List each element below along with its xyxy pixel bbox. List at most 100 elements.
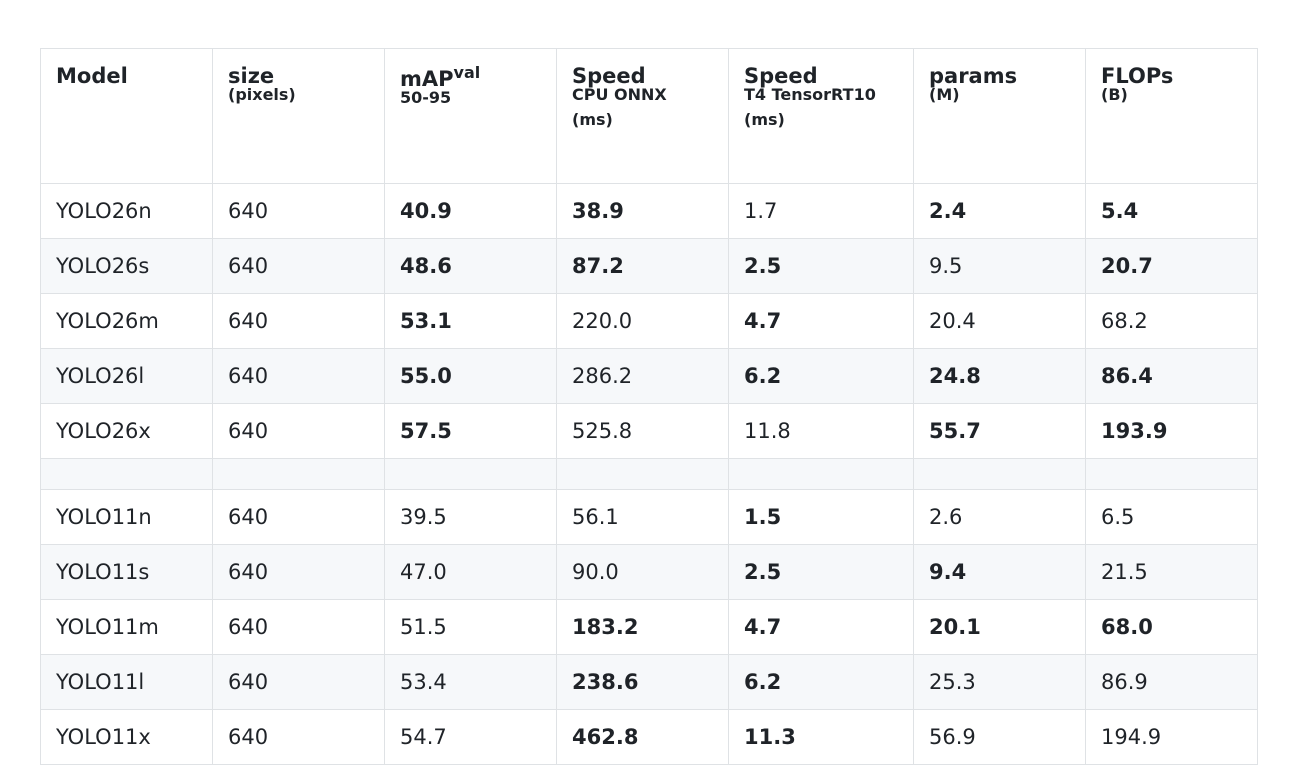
value-cell: 55.0: [384, 348, 557, 404]
value-cell: 2.5: [728, 238, 914, 294]
model-cell: YOLO11n: [40, 489, 213, 545]
value-cell: 9.5: [913, 238, 1086, 294]
table-row: YOLO11s 640 47.0 90.0 2.5 9.4 21.5: [40, 544, 1258, 600]
value-cell: 1.7: [728, 183, 914, 239]
header-main: Speed: [744, 64, 818, 88]
model-cell: YOLO26x: [40, 403, 213, 459]
value-cell: 4.7: [728, 599, 914, 655]
value-cell: 462.8: [556, 709, 729, 765]
value-cell: 286.2: [556, 348, 729, 404]
header-sub: (pixels): [228, 85, 296, 105]
value-cell: 6.5: [1085, 489, 1258, 545]
value-cell: 6.2: [728, 348, 914, 404]
value-cell: 48.6: [384, 238, 557, 294]
value-cell: 53.1: [384, 293, 557, 349]
separator-row: [40, 458, 1258, 490]
header-row: Model size (pixels) mAPval 50-95 Speed CPU ONN…: [40, 48, 1258, 184]
value-cell: 47.0: [384, 544, 557, 600]
header-cell: params (M): [913, 48, 1086, 184]
value-cell: 40.9: [384, 183, 557, 239]
header-extra: (ms): [744, 109, 785, 129]
value-cell: 68.0: [1085, 599, 1258, 655]
table-row: YOLO26m 640 53.1 220.0 4.7 20.4 68.2: [40, 293, 1258, 349]
model-cell: YOLO11s: [40, 544, 213, 600]
header-sub: (M): [929, 85, 960, 105]
value-cell: 194.9: [1085, 709, 1258, 765]
table-row: YOLO11x 640 54.7 462.8 11.3 56.9 194.9: [40, 709, 1258, 765]
header-cell: Speed T4 TensorRT10 (ms): [728, 48, 914, 184]
value-cell: 68.2: [1085, 293, 1258, 349]
value-cell: 640: [212, 544, 385, 600]
header-sub: (B): [1101, 85, 1128, 105]
value-cell: 9.4: [913, 544, 1086, 600]
value-cell: 640: [212, 654, 385, 710]
value-cell: 25.3: [913, 654, 1086, 710]
model-cell: YOLO11m: [40, 599, 213, 655]
empty-cell: [728, 458, 914, 490]
value-cell: 51.5: [384, 599, 557, 655]
value-cell: 11.3: [728, 709, 914, 765]
empty-cell: [913, 458, 1086, 490]
value-cell: 1.5: [728, 489, 914, 545]
header-cell: size (pixels): [212, 48, 385, 184]
value-cell: 640: [212, 709, 385, 765]
header-main: FLOPs: [1101, 64, 1174, 88]
value-cell: 525.8: [556, 403, 729, 459]
value-cell: 2.6: [913, 489, 1086, 545]
header-main: params: [929, 64, 1018, 88]
value-cell: 6.2: [728, 654, 914, 710]
header-sub: CPU ONNX: [572, 85, 667, 105]
table-body: YOLO26n 640 40.9 38.9 1.7 2.4 5.4 YOLO26s 640 48.…: [40, 183, 1258, 765]
value-cell: 20.1: [913, 599, 1086, 655]
value-cell: 87.2: [556, 238, 729, 294]
value-cell: 183.2: [556, 599, 729, 655]
value-cell: 86.9: [1085, 654, 1258, 710]
header-cell: mAPval 50-95: [384, 48, 557, 184]
value-cell: 39.5: [384, 489, 557, 545]
header-cell: Speed CPU ONNX (ms): [556, 48, 729, 184]
value-cell: 21.5: [1085, 544, 1258, 600]
header-main: Speed: [572, 64, 646, 88]
value-cell: 640: [212, 403, 385, 459]
value-cell: 20.4: [913, 293, 1086, 349]
value-cell: 640: [212, 293, 385, 349]
value-cell: 640: [212, 238, 385, 294]
empty-cell: [40, 458, 213, 490]
value-cell: 56.1: [556, 489, 729, 545]
table-row: YOLO26l 640 55.0 286.2 6.2 24.8 86.4: [40, 348, 1258, 404]
table-row: YOLO11l 640 53.4 238.6 6.2 25.3 86.9: [40, 654, 1258, 710]
value-cell: 640: [212, 489, 385, 545]
data-table: Model size (pixels) mAPval 50-95 Speed CPU ONN…: [40, 48, 1258, 765]
header-cell: FLOPs (B): [1085, 48, 1258, 184]
model-cell: YOLO26s: [40, 238, 213, 294]
value-cell: 86.4: [1085, 348, 1258, 404]
value-cell: 220.0: [556, 293, 729, 349]
header-cell: Model: [40, 48, 213, 184]
value-cell: 5.4: [1085, 183, 1258, 239]
empty-cell: [384, 458, 557, 490]
header-extra: (ms): [572, 109, 613, 129]
value-cell: 56.9: [913, 709, 1086, 765]
value-cell: 20.7: [1085, 238, 1258, 294]
value-cell: 2.5: [728, 544, 914, 600]
header-main: mAP: [400, 67, 454, 91]
empty-cell: [1085, 458, 1258, 490]
header-main: size: [228, 64, 275, 88]
value-cell: 53.4: [384, 654, 557, 710]
value-cell: 38.9: [556, 183, 729, 239]
model-cell: YOLO26m: [40, 293, 213, 349]
value-cell: 2.4: [913, 183, 1086, 239]
header-sup: val: [453, 63, 481, 82]
value-cell: 24.8: [913, 348, 1086, 404]
value-cell: 57.5: [384, 403, 557, 459]
table-row: YOLO11n 640 39.5 56.1 1.5 2.6 6.5: [40, 489, 1258, 545]
value-cell: 640: [212, 348, 385, 404]
model-cell: YOLO26l: [40, 348, 213, 404]
model-cell: YOLO11x: [40, 709, 213, 765]
value-cell: 55.7: [913, 403, 1086, 459]
table-row: YOLO11m 640 51.5 183.2 4.7 20.1 68.0: [40, 599, 1258, 655]
value-cell: 90.0: [556, 544, 729, 600]
empty-cell: [556, 458, 729, 490]
model-cell: YOLO11l: [40, 654, 213, 710]
